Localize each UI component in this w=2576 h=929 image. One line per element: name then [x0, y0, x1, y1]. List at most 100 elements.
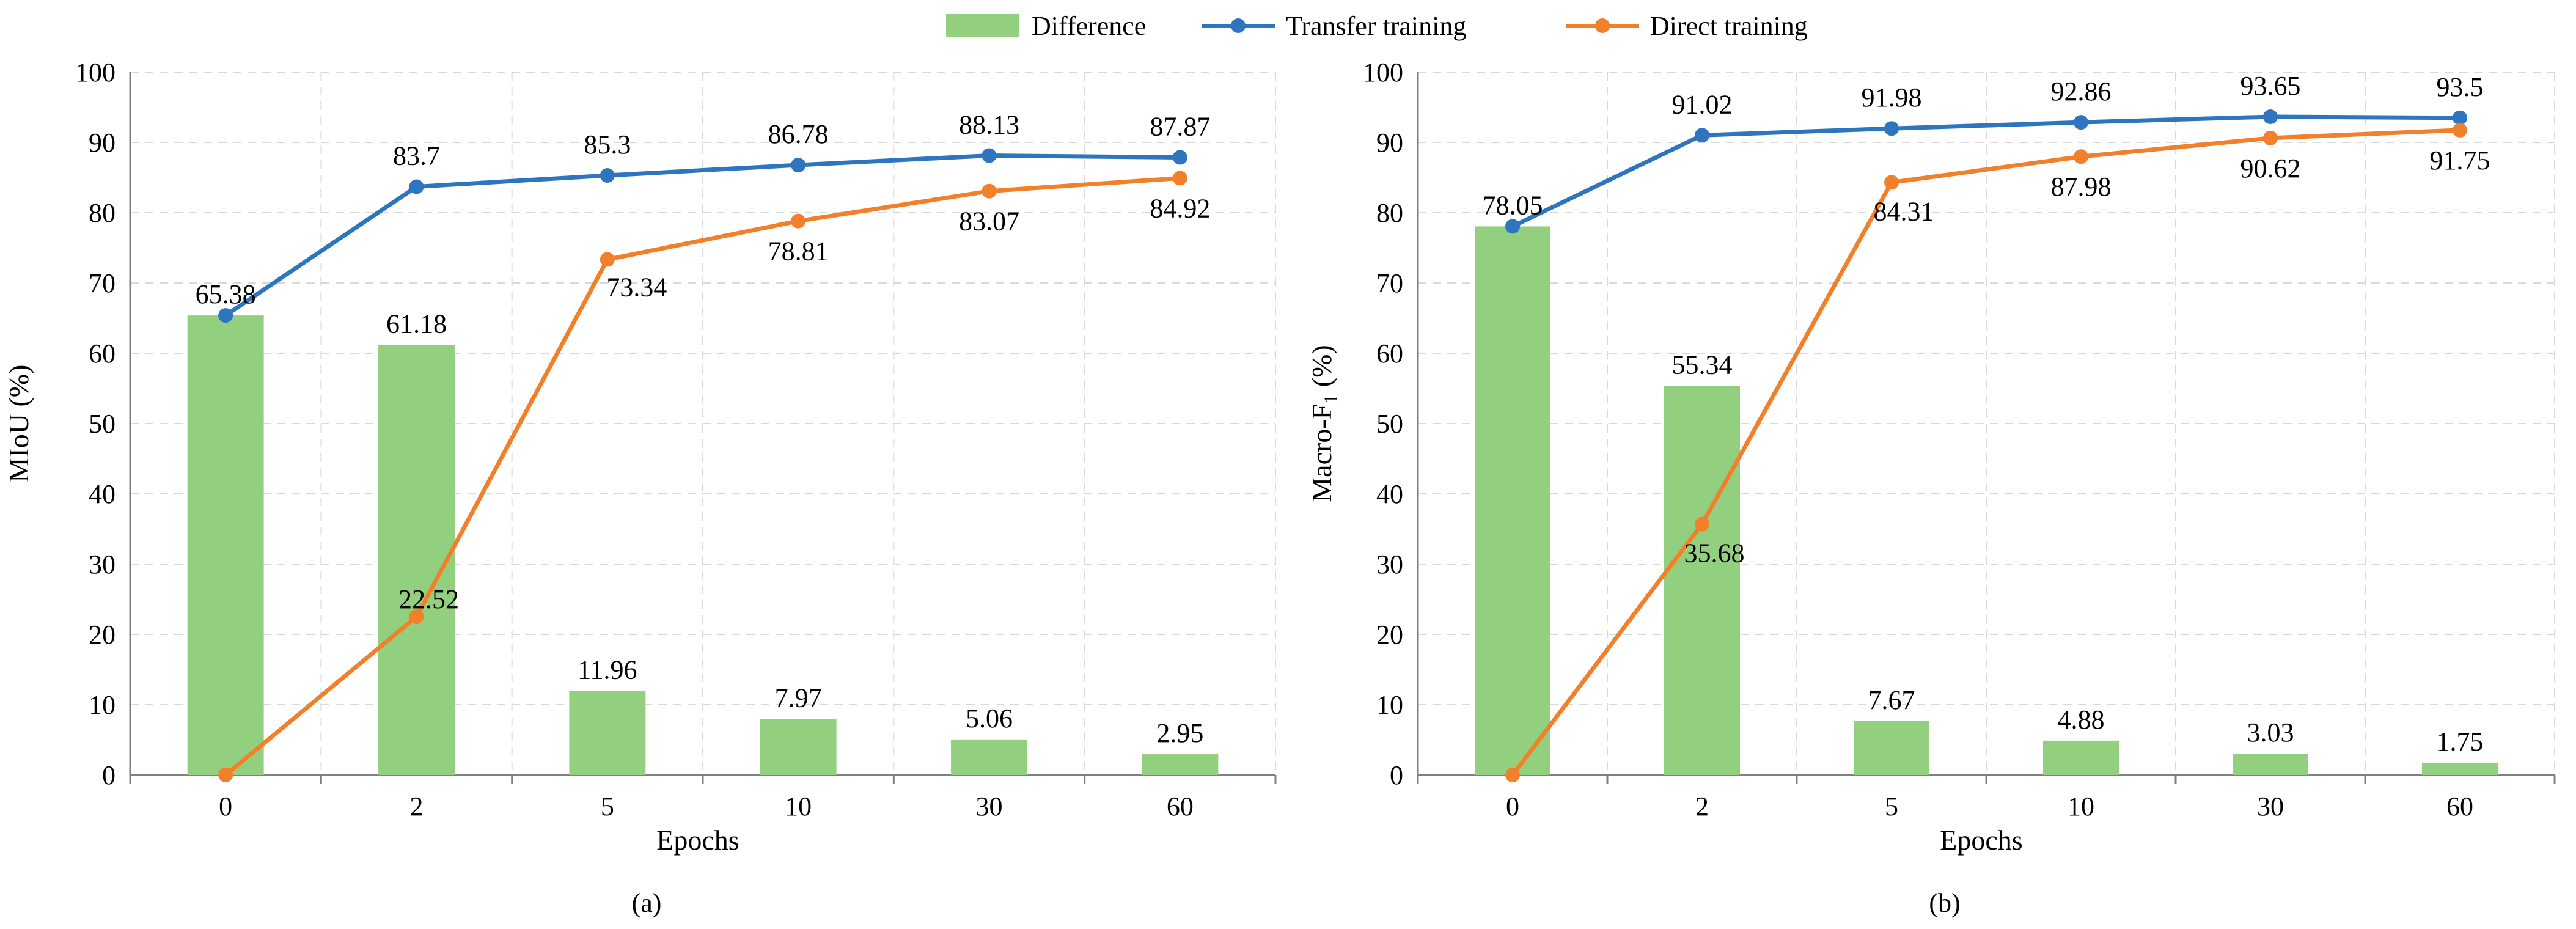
point-direct-training	[1884, 175, 1899, 190]
legend-swatch-transfer	[1202, 7, 1275, 44]
x-tick-label: 5	[1885, 791, 1898, 821]
data-label-direct: 84.92	[1150, 193, 1210, 223]
y-tick-label: 50	[1376, 409, 1403, 439]
x-tick-label: 2	[410, 791, 424, 821]
point-transfer-training	[2074, 115, 2088, 130]
y-axis-title-text: Macro-F	[1306, 404, 1337, 502]
legend-label-difference: Difference	[1032, 10, 1147, 41]
data-label-difference: 2.95	[1156, 718, 1203, 748]
legend-swatch-difference	[946, 14, 1019, 37]
line-transfer-training	[224, 153, 1180, 318]
y-axis-title: Macro-F1 (%)	[1306, 345, 1341, 502]
y-tick-label: 40	[1376, 479, 1403, 509]
y-tick-label: 100	[75, 57, 116, 87]
legend-label-direct: Direct training	[1650, 10, 1808, 41]
data-label-direct: 83.07	[959, 207, 1019, 237]
chart-legend: Difference Transfer training Direct trai…	[0, 0, 2576, 55]
y-tick-label: 0	[1390, 760, 1403, 790]
data-label-difference: 4.88	[2058, 705, 2105, 735]
y-tick-label: 90	[89, 128, 116, 158]
x-axis-title: Epochs	[656, 824, 739, 856]
y-axis-title-text: MIoU (%)	[3, 365, 34, 483]
point-direct-training	[1695, 516, 1709, 532]
data-label-difference: 61.18	[386, 309, 447, 339]
point-transfer-training	[1884, 121, 1899, 136]
bar-difference	[2233, 754, 2308, 775]
data-label-difference: 7.67	[1868, 685, 1915, 715]
y-tick-label: 50	[89, 409, 116, 439]
x-tick-label: 5	[601, 791, 614, 821]
data-label-direct: 87.98	[2051, 172, 2112, 202]
point-transfer-training	[791, 158, 806, 173]
y-axis-title-unit: (%)	[1306, 345, 1337, 394]
line-direct-training	[1511, 128, 2460, 777]
point-direct-training	[982, 183, 997, 199]
data-label-transfer: 83.7	[393, 141, 440, 171]
data-label-direct: 35.68	[1684, 538, 1745, 568]
y-tick-label: 30	[1376, 549, 1403, 579]
y-tick-label: 30	[89, 549, 116, 579]
point-transfer-training	[1172, 150, 1187, 165]
point-transfer-training	[1505, 219, 1520, 234]
y-tick-label: 10	[1376, 690, 1403, 720]
y-tick-label: 80	[89, 198, 116, 228]
data-label-difference: 65.38	[196, 279, 256, 309]
data-label-transfer: 92.86	[2051, 76, 2112, 106]
legend-item-difference: Difference	[946, 7, 1146, 44]
data-label-direct: 84.31	[1874, 196, 1934, 226]
bar-difference	[951, 739, 1027, 775]
y-tick-label: 0	[102, 760, 116, 790]
y-tick-label: 60	[89, 339, 116, 369]
data-label-transfer: 93.5	[2437, 72, 2484, 102]
point-direct-training	[2453, 122, 2467, 138]
bar-difference	[2422, 762, 2498, 775]
bar-difference	[378, 345, 455, 775]
x-axis-title: Epochs	[1940, 824, 2022, 856]
y-axis-title-subscript: 1	[1319, 394, 1341, 404]
data-label-transfer: 91.98	[1862, 83, 1922, 112]
y-tick-label: 40	[89, 479, 116, 509]
data-label-difference: 5.06	[966, 703, 1013, 733]
data-label-transfer: 91.02	[1672, 89, 1733, 119]
point-transfer-training	[218, 308, 233, 323]
y-tick-label: 80	[1376, 198, 1403, 228]
data-label-difference: 1.75	[2437, 727, 2484, 757]
data-label-direct: 78.81	[768, 237, 829, 266]
point-direct-training	[1172, 171, 1187, 186]
y-axis-title: MIoU (%)	[3, 365, 34, 483]
x-tick-label: 60	[2446, 791, 2473, 821]
x-tick-label: 10	[2068, 791, 2094, 821]
y-tick-label: 90	[1376, 128, 1403, 158]
bar-difference	[2043, 740, 2119, 775]
bar-difference	[569, 691, 646, 775]
chart-panel-b: 0 10 20 30 40 50 60 70 80 90 100 0 2 5 10 30 60 Epochs (b)…	[1306, 57, 2556, 918]
point-direct-training	[1505, 768, 1520, 782]
data-label-direct: 73.34	[606, 273, 667, 303]
point-direct-training	[600, 252, 615, 267]
point-transfer-training	[1695, 128, 1709, 143]
data-label-direct: 22.52	[398, 584, 459, 614]
x-tick-label: 30	[2257, 791, 2284, 821]
y-tick-label: 20	[89, 620, 116, 650]
y-tick-label: 100	[1363, 57, 1403, 87]
bar-difference	[1142, 754, 1219, 775]
y-tick-label: 70	[89, 268, 116, 298]
chart-panel-a: 0 10 20 30 40 50 60 70 80 90 100 0 2 5 10 30 60 Epochs (a)…	[3, 57, 1277, 918]
data-label-transfer: 87.87	[1150, 111, 1210, 141]
point-transfer-training	[600, 168, 615, 183]
bar-difference	[1475, 226, 1550, 775]
point-direct-training	[409, 609, 424, 625]
data-label-transfer: 93.65	[2240, 71, 2301, 101]
data-label-direct: 91.75	[2430, 145, 2490, 175]
line-transfer-training	[1511, 114, 2460, 229]
x-tick-label: 30	[976, 791, 1003, 821]
data-label-difference: 11.96	[578, 655, 637, 685]
point-transfer-training	[2453, 110, 2467, 125]
data-label-difference: 78.05	[1483, 190, 1543, 220]
legend-item-transfer: Transfer training	[1202, 7, 1466, 44]
x-tick-label: 2	[1695, 791, 1709, 821]
y-tick-label: 60	[1376, 339, 1403, 369]
point-transfer-training	[2263, 109, 2278, 125]
y-tick-label: 70	[1376, 268, 1403, 298]
y-tick-label: 20	[1376, 620, 1403, 650]
